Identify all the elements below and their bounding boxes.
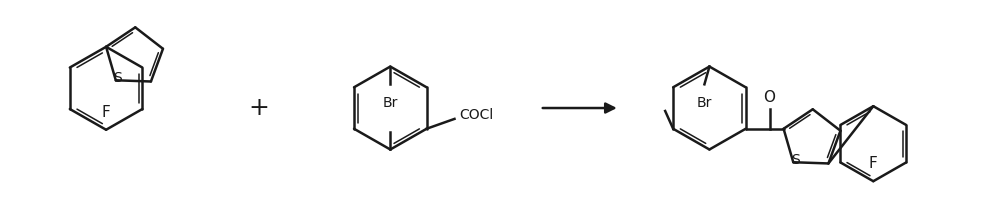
Text: Br: Br bbox=[697, 96, 712, 110]
Text: S: S bbox=[113, 71, 122, 85]
Text: F: F bbox=[102, 105, 110, 120]
Text: +: + bbox=[248, 96, 269, 120]
Text: Br: Br bbox=[383, 96, 398, 110]
Text: F: F bbox=[869, 156, 878, 171]
Text: O: O bbox=[764, 90, 776, 105]
Text: COCl: COCl bbox=[459, 108, 494, 122]
Text: S: S bbox=[791, 153, 800, 167]
